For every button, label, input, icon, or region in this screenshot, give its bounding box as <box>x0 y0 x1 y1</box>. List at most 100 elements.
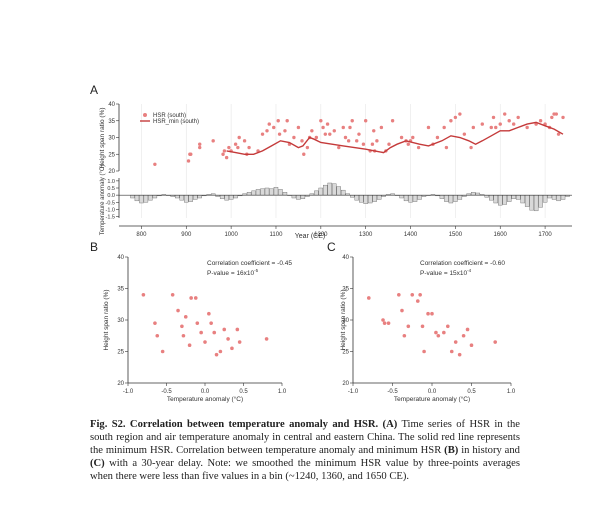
hsr-point <box>292 135 296 140</box>
temperature-bar <box>502 194 507 205</box>
temperature-bar <box>367 194 373 204</box>
scatter-point <box>400 308 404 313</box>
x-tick-label: 0.0 <box>201 389 210 395</box>
temperature-bar <box>251 190 256 196</box>
c-pvalue-text: P-value = 15x10-4 <box>420 268 472 277</box>
scatter-point <box>153 321 157 325</box>
temperature-bar <box>179 194 184 201</box>
a-x-tick-label: 800 <box>136 232 147 238</box>
hsr-point <box>260 132 265 136</box>
hsr-point <box>387 142 391 146</box>
temperature-bar <box>520 194 525 204</box>
scatter-point <box>367 296 371 300</box>
scatter-point <box>195 321 200 325</box>
temperature-bar <box>228 194 234 200</box>
temperature-bar <box>148 194 153 201</box>
caption-b-text: in history and <box>461 445 520 456</box>
a-bot-y-tick-label: 0.5 <box>107 186 115 192</box>
temperature-bar <box>282 192 288 196</box>
scatter-point <box>469 343 474 348</box>
x-tick-label: 1.0 <box>278 389 287 395</box>
hsr-point <box>453 115 458 120</box>
hsr-point <box>361 142 366 146</box>
hsr-point <box>507 119 511 123</box>
a-top-ylabel: Height span ratio (%) <box>99 107 106 168</box>
temperature-bar <box>188 194 193 202</box>
a-top-y-tick-label: 40 <box>108 102 115 108</box>
b-xlabel: Temperature anomaly (°C) <box>167 395 243 403</box>
caption-c-label: (C) <box>90 458 105 469</box>
scatter-point <box>187 343 192 348</box>
a-bot-y-tick-label: 0.0 <box>107 193 115 199</box>
hsr-point <box>310 129 314 133</box>
temperature-bar <box>493 194 498 204</box>
scatter-point <box>230 346 234 351</box>
temperature-bar <box>515 194 521 200</box>
hsr-point <box>348 125 352 130</box>
a-x-tick-label: 1600 <box>494 232 508 238</box>
hsr-point <box>480 122 484 126</box>
panel-label-b: B <box>90 240 99 254</box>
x-tick-label: -0.5 <box>387 389 398 395</box>
caption-title: Correlation between temperature anomaly … <box>129 419 379 430</box>
temperature-bar <box>417 194 422 200</box>
hsr-point <box>321 125 325 130</box>
temperature-bar <box>219 194 225 199</box>
a-x-tick-label: 1200 <box>314 232 328 238</box>
hsr-point <box>242 139 247 143</box>
c-ylabel: Height span ratio (%) <box>340 289 347 350</box>
hsr-point <box>211 139 215 143</box>
scatter-point <box>237 340 242 344</box>
temperature-bar <box>184 194 189 203</box>
temperature-bar <box>439 194 445 199</box>
hsr-point <box>406 142 410 146</box>
hsr-point <box>283 129 287 133</box>
hsr-point <box>265 129 269 133</box>
temperature-bar <box>269 188 274 196</box>
hsr-point <box>390 119 395 123</box>
scatter-point <box>442 330 446 335</box>
temperature-bar <box>560 194 566 200</box>
hsr-point <box>277 132 282 136</box>
temperature-bar <box>457 194 463 200</box>
temperature-bar <box>197 194 202 199</box>
hsr-point <box>538 119 543 123</box>
temperature-bar <box>529 194 534 211</box>
hsr-point <box>300 139 304 143</box>
scatter-point <box>493 340 498 344</box>
caption-a-text: Time series of HSR in the south region a… <box>90 419 520 456</box>
hsr-point <box>247 145 251 150</box>
scatter-point <box>434 330 438 335</box>
scatter-point <box>209 321 213 325</box>
hsr-point <box>449 119 453 123</box>
scatter-point <box>181 333 186 338</box>
hsr-min-line <box>226 121 564 155</box>
y-tick-label: 25 <box>117 350 124 356</box>
hsr-point <box>471 125 476 130</box>
temperature-bar <box>273 187 279 196</box>
figure-caption: Fig. S2. Correlation between temperature… <box>90 418 520 483</box>
scatter-point <box>226 337 230 341</box>
temperature-bar <box>453 194 458 202</box>
temperature-bar <box>551 194 557 200</box>
temperature-bar <box>448 194 454 204</box>
c-correlation-text: Correlation coefficient = -0.60 <box>420 260 505 267</box>
scatter-point <box>446 324 450 329</box>
hsr-point <box>314 135 319 140</box>
temperature-bar <box>260 188 265 196</box>
hsr-point <box>556 132 561 136</box>
x-tick-label: 0.5 <box>239 389 248 395</box>
scatter-point <box>386 321 391 325</box>
b-pvalue-text: P-value = 16x10-5 <box>207 268 259 277</box>
scatter-point <box>222 327 227 332</box>
a-bot-y-tick-label: 1.0 <box>107 179 115 185</box>
temperature-bar <box>296 194 301 200</box>
temperature-bar <box>511 194 516 199</box>
hsr-point <box>489 125 493 130</box>
temperature-bar <box>538 194 543 208</box>
temperature-bar <box>408 194 413 203</box>
temperature-bar <box>484 194 489 198</box>
hsr-point <box>372 129 376 133</box>
hsr-point <box>328 132 332 136</box>
scatter-point <box>214 352 219 357</box>
